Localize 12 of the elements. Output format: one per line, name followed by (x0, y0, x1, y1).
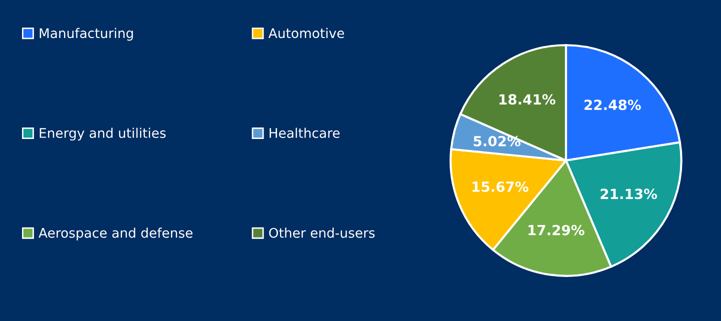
legend-label: Aerospace and defense (38, 228, 192, 240)
legend-label: Healthcare (270, 128, 340, 138)
data-label: 15.67% (472, 181, 528, 192)
data-label: 18.41% (500, 94, 556, 105)
data-label: 17.29% (528, 224, 584, 236)
data-label: 21.13% (600, 188, 658, 200)
data-label: 22.48% (584, 100, 641, 110)
legend-label: Other end-users (269, 228, 375, 238)
legend-label: Manufacturing (40, 28, 133, 41)
legend-label: Energy and utilities (40, 128, 166, 141)
legend-label: Automotive (268, 28, 344, 38)
data-label: 5.02% (474, 136, 520, 146)
